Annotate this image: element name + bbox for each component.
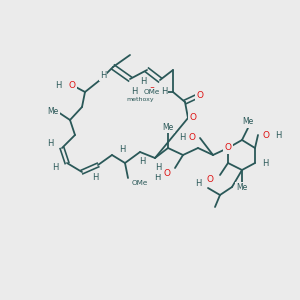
Text: Me: Me — [47, 107, 58, 116]
Text: O: O — [148, 88, 155, 97]
Text: O: O — [68, 80, 76, 89]
Text: H: H — [55, 80, 61, 89]
Text: O: O — [188, 134, 196, 142]
Text: H: H — [52, 164, 58, 172]
Text: H: H — [131, 86, 137, 95]
Text: H: H — [195, 178, 201, 188]
Text: H: H — [179, 134, 185, 142]
Text: O: O — [190, 113, 196, 122]
Text: O: O — [262, 130, 269, 140]
Text: O: O — [206, 176, 214, 184]
Text: OMe: OMe — [144, 89, 160, 95]
Text: H: H — [119, 146, 125, 154]
Text: H: H — [47, 139, 53, 148]
Text: H: H — [155, 164, 161, 172]
Text: O: O — [164, 169, 170, 178]
Text: H: H — [262, 158, 268, 167]
Text: Me: Me — [162, 122, 174, 131]
Text: Me: Me — [236, 184, 247, 193]
Text: H: H — [100, 70, 106, 80]
Text: H: H — [154, 173, 160, 182]
Text: H: H — [161, 88, 167, 97]
Text: H: H — [92, 172, 98, 182]
Text: O: O — [196, 91, 203, 100]
Text: O: O — [133, 178, 140, 188]
Text: methoxy: methoxy — [126, 98, 154, 103]
Text: H: H — [139, 158, 145, 166]
Text: H: H — [275, 130, 281, 140]
Text: Me: Me — [242, 118, 253, 127]
Text: H: H — [140, 77, 146, 86]
Text: O: O — [224, 143, 232, 152]
Text: OMe: OMe — [132, 180, 148, 186]
